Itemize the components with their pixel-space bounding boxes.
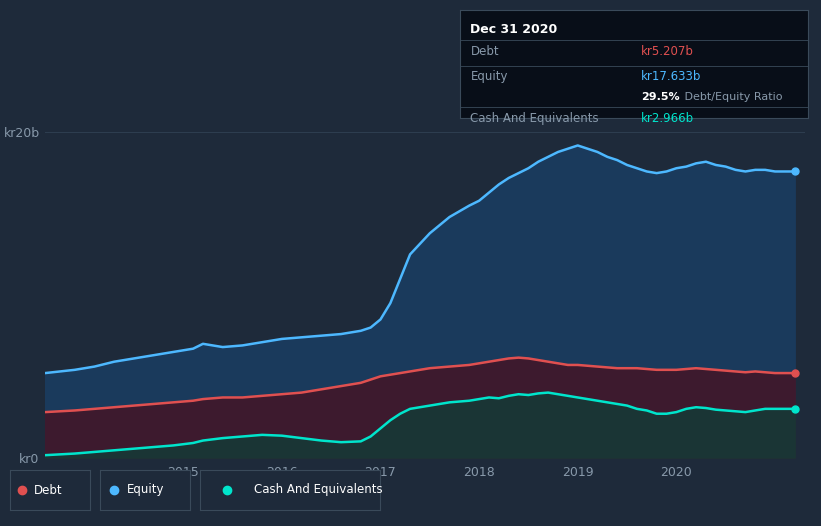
Text: 29.5%: 29.5% xyxy=(641,92,680,102)
Text: Debt: Debt xyxy=(470,45,499,57)
Text: Cash And Equivalents: Cash And Equivalents xyxy=(470,112,599,125)
Text: Equity: Equity xyxy=(127,483,164,497)
Text: kr17.633b: kr17.633b xyxy=(641,70,701,84)
Text: Equity: Equity xyxy=(470,70,508,84)
Text: kr5.207b: kr5.207b xyxy=(641,45,694,57)
Text: Dec 31 2020: Dec 31 2020 xyxy=(470,23,557,36)
Text: Debt/Equity Ratio: Debt/Equity Ratio xyxy=(681,92,782,102)
Text: Cash And Equivalents: Cash And Equivalents xyxy=(254,483,383,497)
Text: Debt: Debt xyxy=(34,483,62,497)
Text: kr2.966b: kr2.966b xyxy=(641,112,694,125)
